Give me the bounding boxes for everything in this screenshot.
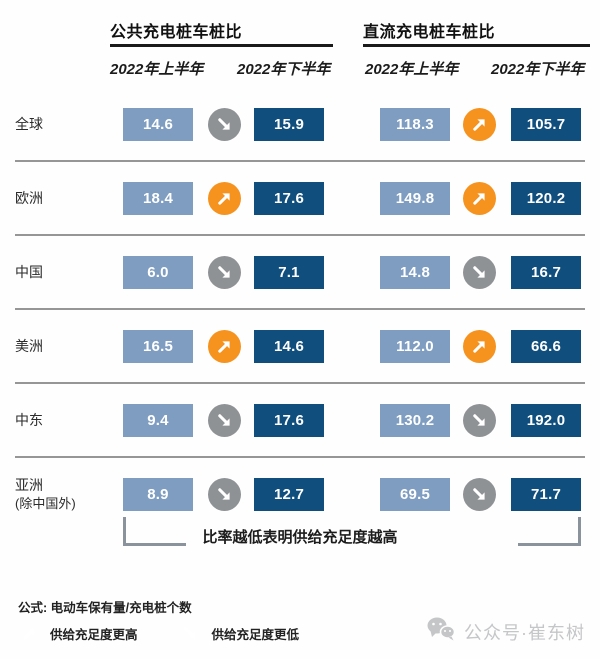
region-label: 中东 (15, 411, 123, 430)
dc-h1-value: 112.0 (380, 329, 450, 363)
region-label: 美洲 (15, 337, 123, 356)
public-h2-value: 14.6 (254, 329, 324, 363)
dc-h2-value: 105.7 (511, 107, 581, 141)
table-row: 中东 9.4 17.6 130.2 192.0 (15, 382, 585, 456)
arrow-up-right-icon (18, 622, 40, 644)
column-header-public-h1: 2022年上半年 (110, 61, 204, 78)
dc-trend-icon (463, 477, 496, 511)
region-label: 亚洲 (除中国外) (15, 476, 123, 512)
legend-label-lower: 供给充足度更低 (211, 627, 300, 642)
legend-item-lower: 供给充足度更低 (180, 622, 300, 644)
public-h2-value: 15.9 (254, 107, 324, 141)
legend-label-higher: 供给充足度更高 (50, 627, 138, 642)
column-header-public-h2: 2022年下半年 (237, 61, 331, 78)
dc-h1-value: 118.3 (380, 107, 450, 141)
dc-h2-value: 16.7 (511, 255, 581, 289)
dc-h1-value: 69.5 (380, 477, 450, 511)
table-row: 亚洲 (除中国外) 8.9 12.7 69.5 71.7 (15, 456, 585, 530)
legend-item-higher: 供给充足度更高 (18, 622, 138, 644)
dc-h2-value: 66.6 (511, 329, 581, 363)
public-h1-value: 14.6 (123, 107, 193, 141)
column-header-dc-h1: 2022年上半年 (365, 61, 459, 78)
public-trend-icon (208, 181, 241, 215)
dc-trend-icon (463, 181, 496, 215)
public-h1-value: 16.5 (123, 329, 193, 363)
public-h1-value: 8.9 (123, 477, 193, 511)
public-trend-icon (208, 477, 241, 511)
public-h2-value: 17.6 (254, 403, 324, 437)
table-row: 全球 14.6 15.9 118.3 105.7 (15, 88, 585, 160)
public-h1-value: 6.0 (123, 255, 193, 289)
region-label: 中国 (15, 263, 123, 282)
dc-h2-value: 71.7 (511, 477, 581, 511)
dc-trend-icon (463, 403, 496, 437)
public-trend-icon (208, 255, 241, 289)
section-underline-public (110, 44, 333, 47)
region-subnote: (除中国外) (15, 495, 76, 511)
public-h2-value: 12.7 (254, 477, 324, 511)
column-header-dc-h2: 2022年下半年 (491, 61, 585, 78)
region-name: 中东 (15, 411, 43, 428)
note-bracket-right (518, 517, 581, 546)
section-title-public: 公共充电桩车桩比 (110, 24, 243, 41)
public-h1-value: 9.4 (123, 403, 193, 437)
dc-h1-value: 130.2 (380, 403, 450, 437)
region-name: 亚洲 (15, 476, 43, 493)
dc-h1-value: 14.8 (380, 255, 450, 289)
region-name: 中国 (15, 263, 43, 280)
table-row: 中国 6.0 7.1 14.8 16.7 (15, 234, 585, 308)
region-name: 欧洲 (15, 189, 43, 206)
watermark: 公众号·崔东树 (426, 616, 585, 647)
dc-h2-value: 120.2 (511, 181, 581, 215)
data-rows: 全球 14.6 15.9 118.3 105.7 欧洲 18.4 1 (15, 88, 585, 530)
region-name: 美洲 (15, 337, 43, 354)
watermark-text: 公众号·崔东树 (464, 622, 585, 643)
dc-trend-icon (463, 107, 496, 141)
table-row: 欧洲 18.4 17.6 149.8 120.2 (15, 160, 585, 234)
note-text: 比率越低表明供给充足度越高 (202, 529, 398, 546)
region-label: 欧洲 (15, 189, 123, 208)
note-bracket-left (123, 517, 186, 546)
dc-h1-value: 149.8 (380, 181, 450, 215)
arrow-down-right-icon (180, 622, 202, 644)
public-trend-icon (208, 107, 241, 141)
section-underline-dc (363, 44, 590, 47)
public-h2-value: 7.1 (254, 255, 324, 289)
region-label: 全球 (15, 115, 123, 134)
table-row: 美洲 16.5 14.6 112.0 66.6 (15, 308, 585, 382)
trend-legend: 供给充足度更高 供给充足度更低 (18, 622, 299, 644)
section-title-dc: 直流充电桩车桩比 (363, 24, 496, 41)
dc-trend-icon (463, 329, 496, 363)
public-trend-icon (208, 329, 241, 363)
dc-trend-icon (463, 255, 496, 289)
formula-text: 公式: 电动车保有量/充电桩个数 (18, 601, 192, 615)
public-h1-value: 18.4 (123, 181, 193, 215)
public-h2-value: 17.6 (254, 181, 324, 215)
region-name: 全球 (15, 115, 43, 132)
public-trend-icon (208, 403, 241, 437)
wechat-icon (426, 616, 456, 647)
dc-h2-value: 192.0 (511, 403, 581, 437)
